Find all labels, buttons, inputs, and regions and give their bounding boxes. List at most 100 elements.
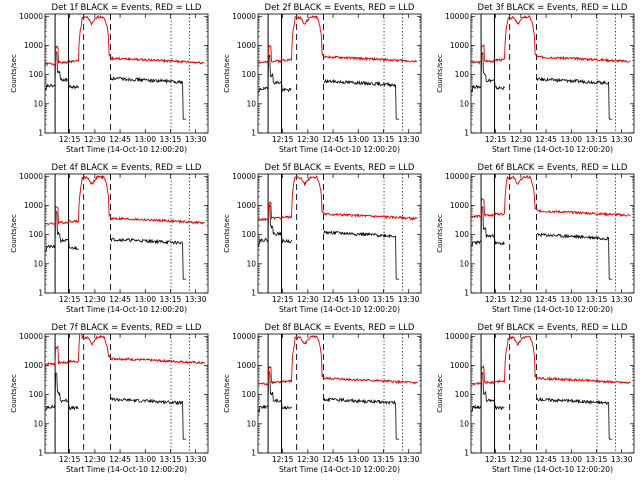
x-tick-label: 12:15 — [485, 135, 507, 144]
y-tick-label: 100 — [242, 390, 257, 399]
detector-panel: Det 7f BLACK = Events, RED = LLD 1 10 100 10… — [0, 320, 213, 480]
x-tick-label: 13:00 — [560, 135, 582, 144]
plot-frame — [44, 13, 209, 134]
x-tick-label: 13:15 — [373, 295, 395, 304]
events-series-line — [258, 54, 292, 93]
x-tick-label: 13:15 — [586, 455, 608, 464]
x-tick-label: 12:45 — [109, 135, 131, 144]
x-axis-label: Start Time (14-Oct-10 12:00:20) — [66, 465, 187, 474]
plot-frame — [470, 13, 635, 134]
y-tick-label: 10000 — [445, 12, 469, 21]
y-tick-label: 100 — [455, 230, 470, 239]
plot-frame — [44, 173, 209, 294]
panel-chart: Det 9f BLACK = Events, RED = LLD 1 10 100 10… — [436, 323, 635, 474]
y-tick-label: 10 — [459, 99, 469, 108]
events-series-line — [536, 76, 613, 120]
y-tick-label: 10000 — [232, 172, 256, 181]
x-tick-label: 13:30 — [185, 455, 207, 464]
events-series-line — [45, 210, 79, 252]
x-tick-label: 12:45 — [535, 295, 557, 304]
plot-frame — [470, 173, 635, 294]
y-tick-label: 1000 — [450, 201, 469, 210]
detector-panel: Det 4f BLACK = Events, RED = LLD 1 10 100 10… — [0, 160, 213, 320]
y-tick-label: 10000 — [232, 332, 256, 341]
y-axis-label: Counts/sec — [436, 374, 444, 413]
panel-chart: Det 5f BLACK = Events, RED = LLD 1 10 100 10… — [223, 163, 422, 314]
panel-chart: Det 6f BLACK = Events, RED = LLD 1 10 100 10… — [436, 163, 635, 314]
x-tick-label: 13:15 — [160, 135, 182, 144]
events-series-line — [323, 230, 400, 280]
lld-series-line — [471, 175, 631, 219]
y-tick-label: 100 — [29, 390, 44, 399]
y-tick-label: 10 — [246, 259, 256, 268]
x-tick-label: 12:15 — [272, 135, 294, 144]
x-tick-label: 12:30 — [297, 295, 319, 304]
panel-title: Det 4f BLACK = Events, RED = LLD — [52, 163, 202, 173]
x-tick-label: 13:30 — [185, 295, 207, 304]
y-axis-label: Counts/sec — [436, 214, 444, 253]
y-tick-label: 10000 — [445, 332, 469, 341]
y-axis-label: Counts/sec — [223, 214, 231, 253]
x-tick-label: 12:30 — [297, 455, 319, 464]
x-axis-label: Start Time (14-Oct-10 12:00:20) — [492, 305, 613, 314]
x-tick-label: 13:30 — [611, 455, 633, 464]
x-tick-label: 13:00 — [347, 455, 369, 464]
y-axis-label: Counts/sec — [10, 54, 18, 93]
x-axis-label: Start Time (14-Oct-10 12:00:20) — [279, 305, 400, 314]
events-series-line — [323, 397, 400, 440]
x-tick-label: 12:30 — [510, 295, 532, 304]
y-tick-label: 100 — [455, 70, 470, 79]
x-tick-label: 13:00 — [560, 295, 582, 304]
y-tick-label: 100 — [455, 390, 470, 399]
detector-panel: Det 8f BLACK = Events, RED = LLD 1 10 100 10… — [213, 320, 426, 480]
events-series-line — [45, 372, 79, 411]
y-tick-label: 10 — [246, 419, 256, 428]
x-tick-label: 12:15 — [272, 295, 294, 304]
y-tick-label: 1 — [38, 289, 43, 298]
y-axis-label: Counts/sec — [223, 54, 231, 93]
y-tick-label: 1000 — [450, 41, 469, 50]
y-tick-label: 1 — [251, 449, 256, 458]
events-series-line — [471, 371, 505, 413]
x-axis-label: Start Time (14-Oct-10 12:00:20) — [66, 145, 187, 154]
panel-chart: Det 1f BLACK = Events, RED = LLD 1 10 100 10… — [10, 3, 209, 154]
x-axis-label: Start Time (14-Oct-10 12:00:20) — [66, 305, 187, 314]
plot-frame — [257, 173, 422, 294]
x-tick-label: 12:30 — [84, 455, 106, 464]
events-series-line — [110, 237, 187, 280]
panel-title: Det 9f BLACK = Events, RED = LLD — [478, 323, 628, 333]
x-tick-label: 12:15 — [272, 455, 294, 464]
panel-chart: Det 2f BLACK = Events, RED = LLD 1 10 100 10… — [223, 3, 422, 154]
panel-chart: Det 8f BLACK = Events, RED = LLD 1 10 100 10… — [223, 323, 422, 474]
y-tick-label: 1000 — [237, 361, 256, 370]
y-tick-label: 1 — [251, 129, 256, 138]
panel-title: Det 1f BLACK = Events, RED = LLD — [52, 3, 202, 13]
detector-panel: Det 9f BLACK = Events, RED = LLD 1 10 100 10… — [426, 320, 639, 480]
y-tick-label: 1 — [464, 129, 469, 138]
events-series-line — [471, 52, 505, 93]
x-tick-label: 13:30 — [611, 295, 633, 304]
detector-panel: Det 6f BLACK = Events, RED = LLD 1 10 100 10… — [426, 160, 639, 320]
y-tick-label: 10000 — [19, 332, 43, 341]
y-tick-label: 10 — [33, 419, 43, 428]
x-axis-label: Start Time (14-Oct-10 12:00:20) — [492, 465, 613, 474]
x-tick-label: 13:00 — [347, 135, 369, 144]
y-tick-label: 100 — [29, 70, 44, 79]
x-tick-label: 13:00 — [560, 455, 582, 464]
detector-panel: Det 3f BLACK = Events, RED = LLD 1 10 100 10… — [426, 0, 639, 160]
x-tick-label: 13:15 — [373, 455, 395, 464]
x-tick-label: 13:00 — [347, 295, 369, 304]
x-tick-label: 12:45 — [109, 455, 131, 464]
y-tick-label: 10 — [246, 99, 256, 108]
y-tick-label: 10000 — [232, 12, 256, 21]
panel-title: Det 8f BLACK = Events, RED = LLD — [265, 323, 415, 333]
events-series-line — [471, 206, 505, 247]
panel-chart: Det 4f BLACK = Events, RED = LLD 1 10 100 10… — [10, 163, 209, 314]
y-tick-label: 100 — [242, 230, 257, 239]
detector-panel: Det 5f BLACK = Events, RED = LLD 1 10 100 10… — [213, 160, 426, 320]
x-tick-label: 12:45 — [535, 455, 557, 464]
x-tick-label: 12:30 — [510, 455, 532, 464]
x-tick-label: 12:15 — [485, 295, 507, 304]
y-tick-label: 100 — [29, 230, 44, 239]
x-tick-label: 12:45 — [535, 135, 557, 144]
